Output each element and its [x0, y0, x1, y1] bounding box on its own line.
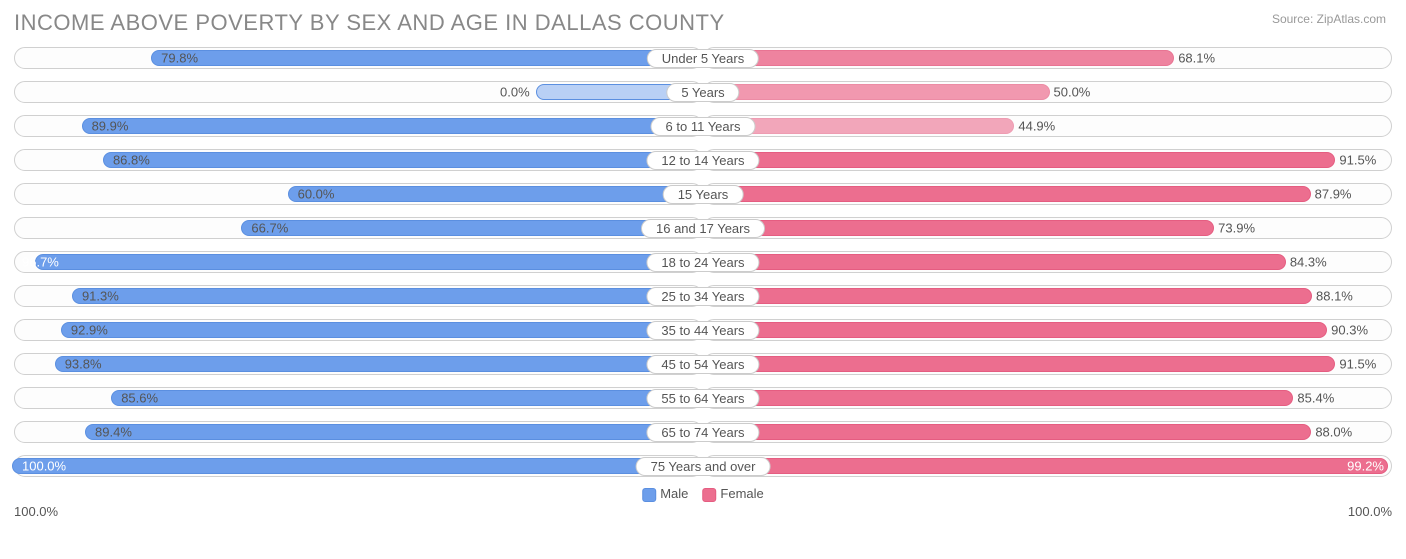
chart-row: 96.7% 84.3% 18 to 24 Years	[14, 248, 1392, 276]
chart-row: 89.9% 44.9% 6 to 11 Years	[14, 112, 1392, 140]
category-label: 25 to 34 Years	[646, 287, 759, 306]
male-value: 85.6%	[121, 391, 158, 406]
female-value: 73.9%	[1218, 221, 1255, 236]
male-bar	[72, 288, 701, 304]
male-value: 79.8%	[161, 51, 198, 66]
chart-footer: 100.0% Male Female 100.0%	[14, 486, 1392, 526]
category-label: Under 5 Years	[647, 49, 759, 68]
male-value: 93.8%	[65, 357, 102, 372]
female-bar	[705, 356, 1335, 372]
male-bar	[151, 50, 701, 66]
category-label: 45 to 54 Years	[646, 355, 759, 374]
category-label: 65 to 74 Years	[646, 423, 759, 442]
female-bar	[705, 390, 1293, 406]
chart-row: 93.8% 91.5% 45 to 54 Years	[14, 350, 1392, 378]
category-label: 75 Years and over	[636, 457, 771, 476]
female-bar	[705, 152, 1335, 168]
male-bar	[85, 424, 701, 440]
legend-male: Male	[642, 486, 688, 502]
male-value: 66.7%	[251, 221, 288, 236]
axis-left-label: 100.0%	[14, 504, 58, 519]
chart-row: 89.4% 88.0% 65 to 74 Years	[14, 418, 1392, 446]
female-value: 88.0%	[1315, 425, 1352, 440]
female-bar	[705, 50, 1174, 66]
chart-row: 79.8% 68.1% Under 5 Years	[14, 44, 1392, 72]
chart-rows: 79.8% 68.1% Under 5 Years 0.0% 50.0% 5 Years 8…	[14, 44, 1392, 480]
female-bar	[705, 186, 1311, 202]
category-label: 12 to 14 Years	[646, 151, 759, 170]
female-value: 68.1%	[1178, 51, 1215, 66]
male-value: 100.0%	[22, 459, 66, 474]
female-value: 88.1%	[1316, 289, 1353, 304]
category-label: 55 to 64 Years	[646, 389, 759, 408]
female-bar	[705, 458, 1388, 474]
chart-row: 0.0% 50.0% 5 Years	[14, 78, 1392, 106]
female-value: 90.3%	[1331, 323, 1368, 338]
chart-row: 66.7% 73.9% 16 and 17 Years	[14, 214, 1392, 242]
chart-row: 85.6% 85.4% 55 to 64 Years	[14, 384, 1392, 412]
male-bar	[82, 118, 701, 134]
legend-female-label: Female	[720, 486, 763, 501]
male-value: 89.4%	[95, 425, 132, 440]
female-value: 84.3%	[1290, 255, 1327, 270]
category-label: 6 to 11 Years	[651, 117, 756, 136]
female-value: 91.5%	[1339, 357, 1376, 372]
female-value: 91.5%	[1339, 153, 1376, 168]
chart-row: 60.0% 87.9% 15 Years	[14, 180, 1392, 208]
female-value: 50.0%	[1054, 85, 1091, 100]
poverty-chart: INCOME ABOVE POVERTY BY SEX AND AGE IN D…	[0, 0, 1406, 559]
legend: Male Female	[642, 486, 764, 502]
male-value: 96.7%	[22, 255, 59, 270]
male-value: 0.0%	[500, 85, 530, 100]
category-label: 16 and 17 Years	[641, 219, 765, 238]
chart-title: INCOME ABOVE POVERTY BY SEX AND AGE IN D…	[14, 10, 1392, 36]
male-value: 60.0%	[298, 187, 335, 202]
female-value: 87.9%	[1315, 187, 1352, 202]
female-bar	[705, 322, 1327, 338]
category-label: 5 Years	[666, 83, 739, 102]
male-value: 86.8%	[113, 153, 150, 168]
female-value: 99.2%	[1347, 459, 1384, 474]
male-swatch	[642, 488, 656, 502]
female-swatch	[702, 488, 716, 502]
chart-source: Source: ZipAtlas.com	[1272, 12, 1386, 26]
male-value: 89.9%	[92, 119, 129, 134]
male-bar	[111, 390, 701, 406]
legend-female: Female	[702, 486, 763, 502]
category-label: 35 to 44 Years	[646, 321, 759, 340]
female-bar	[705, 220, 1214, 236]
male-value: 92.9%	[71, 323, 108, 338]
category-label: 15 Years	[663, 185, 744, 204]
male-bar	[288, 186, 701, 202]
male-bar	[103, 152, 701, 168]
male-bar	[55, 356, 701, 372]
male-value: 91.3%	[82, 289, 119, 304]
male-bar	[61, 322, 701, 338]
chart-row: 86.8% 91.5% 12 to 14 Years	[14, 146, 1392, 174]
female-bar	[705, 424, 1311, 440]
female-bar	[705, 84, 1050, 100]
chart-row: 91.3% 88.1% 25 to 34 Years	[14, 282, 1392, 310]
chart-row: 100.0% 99.2% 75 Years and over	[14, 452, 1392, 480]
female-bar	[705, 254, 1286, 270]
male-bar	[35, 254, 701, 270]
axis-right-label: 100.0%	[1348, 504, 1392, 519]
male-bar	[241, 220, 701, 236]
male-bar	[12, 458, 701, 474]
female-value: 85.4%	[1297, 391, 1334, 406]
female-value: 44.9%	[1018, 119, 1055, 134]
legend-male-label: Male	[660, 486, 688, 501]
female-bar	[705, 288, 1312, 304]
chart-row: 92.9% 90.3% 35 to 44 Years	[14, 316, 1392, 344]
category-label: 18 to 24 Years	[646, 253, 759, 272]
